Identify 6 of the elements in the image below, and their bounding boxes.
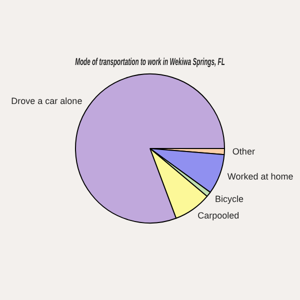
slice-label: Other — [232, 146, 255, 156]
slice-label: Drove a car alone — [11, 96, 82, 106]
slice-label: Bicycle — [215, 194, 244, 204]
slice-label: Carpooled — [198, 210, 240, 220]
chart-title: Mode of transportation to work in Wekiwa Springs, FL — [75, 56, 225, 68]
slice-label: Worked at home — [227, 172, 294, 182]
